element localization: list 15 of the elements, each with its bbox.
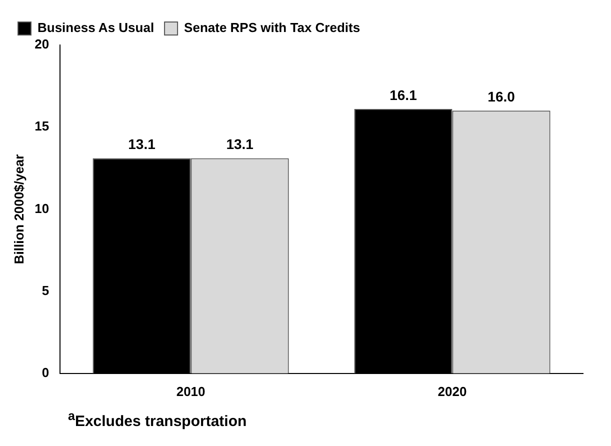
x-tick-label: 2020	[438, 384, 467, 399]
y-tick-label: 0	[42, 364, 50, 380]
y-tick-label: 5	[42, 282, 50, 298]
data-label: 16.1	[390, 86, 418, 103]
text: $^{a}$Excludes transportation	[68, 409, 248, 430]
y-tick-label: 10	[34, 200, 50, 216]
data-label: 13.1	[128, 136, 156, 152]
legend-label: Business As Usual	[38, 20, 154, 36]
x-tick-label: 2010	[176, 384, 206, 399]
data-label: 13.1	[226, 136, 254, 152]
y-axis-title: Billion 2000$/year	[11, 154, 26, 264]
legend-label: Senate RPS with Tax Credits	[184, 20, 360, 36]
y-tick-label: 15	[34, 118, 50, 134]
data-label: 16.0	[488, 88, 516, 105]
y-tick-label: 20	[34, 36, 50, 52]
